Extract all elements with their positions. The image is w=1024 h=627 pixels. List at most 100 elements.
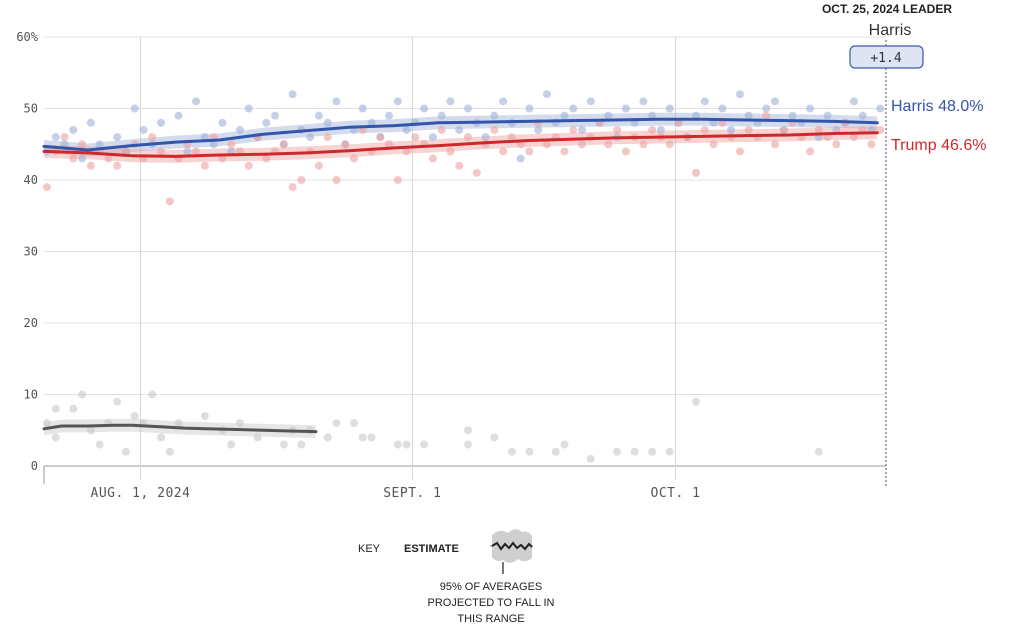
kennedy-poll-dot	[464, 440, 472, 449]
kennedy-poll-dot	[393, 440, 402, 449]
harris-poll-dot	[262, 118, 271, 127]
key-range-swatch	[492, 529, 532, 563]
harris-poll-dot	[876, 104, 885, 113]
kennedy-poll-dot	[200, 411, 209, 420]
kennedy-poll-dot	[174, 419, 183, 428]
trump-poll-dot	[604, 140, 613, 149]
trump-poll-dot	[227, 140, 236, 149]
kennedy-poll-dot	[525, 447, 534, 456]
trump-poll-dot	[849, 133, 858, 142]
harris-poll-dot	[323, 118, 332, 127]
harris-poll-dot	[534, 125, 543, 134]
harris-poll-dot	[604, 111, 613, 120]
harris-confidence-band	[44, 112, 878, 157]
trump-poll-dot	[437, 125, 446, 134]
harris-poll-dot	[648, 111, 657, 120]
trump-poll-dot	[262, 154, 271, 163]
trump-poll-dot	[832, 140, 841, 149]
trump-poll-dot	[464, 133, 472, 142]
trump-poll-dot	[648, 125, 657, 134]
trump-poll-dot	[376, 133, 385, 142]
confidence-bands	[44, 112, 878, 439]
y-tick-label: 30	[24, 245, 38, 259]
trump-poll-dot	[613, 125, 622, 134]
trump-poll-dot	[288, 183, 297, 192]
kennedy-poll-dot	[692, 397, 701, 406]
harris-poll-dot	[700, 97, 709, 106]
kennedy-poll-dot	[297, 440, 306, 449]
trump-poll-dot	[402, 147, 411, 156]
key-caption-line-3: THIS RANGE	[457, 613, 524, 625]
x-tick-label: OCT. 1	[651, 486, 701, 501]
trump-poll-dot	[314, 161, 323, 170]
grid	[43, 36, 887, 488]
harris-poll-dot	[455, 125, 464, 134]
kennedy-poll-dot	[507, 447, 516, 456]
y-tick-label: 60%	[16, 30, 38, 44]
key-estimate-line	[491, 541, 533, 551]
trump-poll-dot	[411, 133, 420, 142]
kennedy-poll-dot	[253, 433, 262, 442]
trump-poll-dot	[770, 140, 779, 149]
x-axis: AUG. 1, 2024 SEPT. 1 OCT. 1	[91, 486, 701, 501]
kennedy-poll-dot	[86, 426, 95, 435]
trump-poll-dot	[428, 154, 437, 163]
trump-poll-dot	[279, 140, 288, 149]
kennedy-poll-dot	[51, 404, 60, 413]
trump-poll-dot	[507, 133, 516, 142]
harris-poll-dot	[744, 111, 753, 120]
trump-poll-dot	[218, 154, 227, 163]
trump-poll-dot	[393, 176, 402, 184]
kennedy-poll-dot	[402, 440, 411, 449]
kennedy-poll-dot	[323, 433, 332, 442]
harris-poll-dot	[578, 125, 587, 134]
y-tick-label: 50	[24, 102, 38, 116]
harris-poll-dot	[437, 111, 446, 120]
y-axis: 0 10 20 30 40 50 60%	[16, 30, 38, 473]
leader-margin: +1.4	[870, 51, 901, 66]
harris-poll-dot	[183, 147, 192, 156]
trump-poll-dot	[709, 140, 718, 149]
harris-poll-dot	[692, 111, 701, 120]
y-tick-label: 0	[31, 459, 38, 473]
trump-poll-dot	[341, 140, 350, 149]
harris-poll-dot	[762, 104, 771, 113]
trump-trend-line	[42, 131, 879, 158]
trump-poll-dot	[621, 147, 630, 156]
kennedy-poll-dot	[630, 447, 639, 456]
kennedy-poll-dot	[95, 440, 104, 449]
harris-poll-dot	[499, 97, 508, 106]
harris-poll-dot	[218, 118, 227, 127]
harris-poll-dot	[735, 90, 744, 99]
harris-poll-dot	[209, 140, 218, 149]
trump-poll-dot	[192, 147, 201, 156]
trump-poll-dot	[735, 147, 744, 156]
harris-poll-dot	[86, 118, 95, 127]
kennedy-poll-dot	[349, 419, 358, 428]
kennedy-poll-dot	[358, 433, 367, 442]
kennedy-poll-dot	[121, 447, 130, 456]
harris-poll-dot	[358, 104, 367, 113]
trump-poll-dot	[104, 154, 113, 163]
key-estimate-label: ESTIMATE	[404, 543, 459, 555]
kennedy-poll-dot	[613, 447, 622, 456]
kennedy-poll-dot	[367, 433, 376, 442]
kennedy-poll-dot	[130, 411, 139, 420]
trump-poll-dot	[499, 147, 508, 156]
trump-poll-dot	[490, 125, 499, 134]
kennedy-trend-line	[42, 423, 318, 434]
trump-poll-dot	[700, 125, 709, 134]
harris-poll-dot	[192, 97, 201, 106]
trump-poll-dot	[779, 125, 788, 134]
harris-poll-dot	[490, 111, 499, 120]
trump-poll-dot	[867, 140, 876, 149]
trump-poll-dot	[165, 197, 174, 206]
trump-poll-dot	[525, 147, 534, 156]
harris-poll-dot	[525, 104, 534, 113]
kennedy-poll-dot	[157, 433, 166, 442]
trump-poll-dot	[297, 176, 306, 184]
kennedy-poll-dot	[332, 419, 341, 428]
trump-poll-dot	[121, 147, 130, 156]
harris-poll-dot	[95, 140, 104, 149]
